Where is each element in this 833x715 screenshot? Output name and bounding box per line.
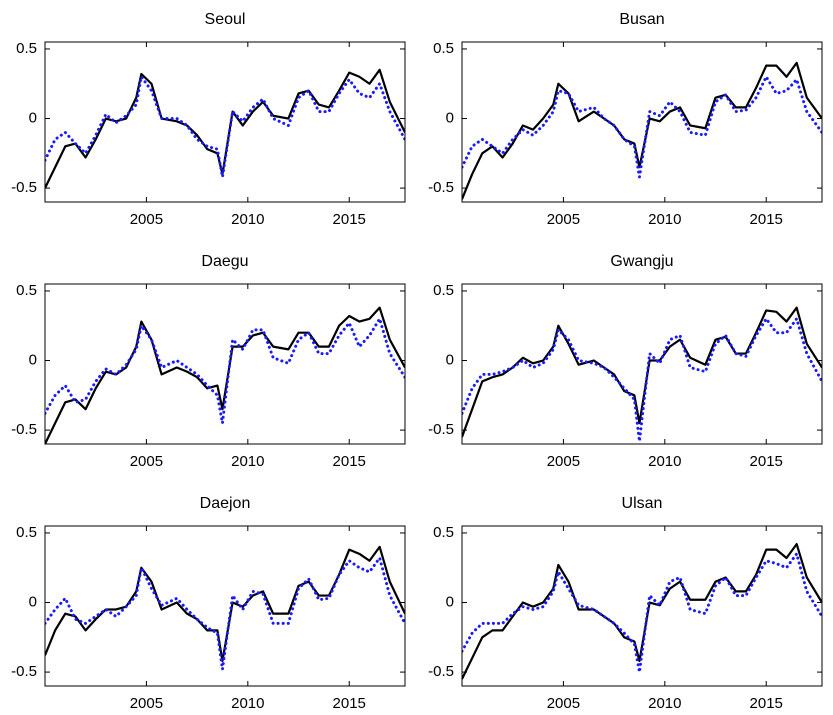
x-tick-label: 2015 xyxy=(333,211,366,228)
y-tick-label: -0.5 xyxy=(428,179,454,196)
y-tick-label: 0 xyxy=(29,109,37,126)
x-tick-label: 2005 xyxy=(547,695,580,712)
x-tick-label: 2005 xyxy=(547,211,580,228)
x-tick-label: 2010 xyxy=(231,211,264,228)
x-tick-label: 2005 xyxy=(547,453,580,470)
y-tick-label: -0.5 xyxy=(11,663,37,680)
series-line xyxy=(462,75,822,179)
panel-title: Busan xyxy=(619,11,664,28)
panel-title: Daejon xyxy=(200,495,251,512)
panel-title: Ulsan xyxy=(622,495,663,512)
x-tick-label: 2015 xyxy=(333,453,366,470)
y-tick-label: 0 xyxy=(29,351,37,368)
series-line xyxy=(45,556,405,671)
y-tick-label: -0.5 xyxy=(11,421,37,438)
y-tick-label: 0.5 xyxy=(433,282,454,299)
x-tick-label: 2010 xyxy=(648,695,681,712)
series-line xyxy=(45,306,405,444)
panel-title: Daegu xyxy=(201,253,248,270)
y-tick-label: -0.5 xyxy=(11,179,37,196)
series-line xyxy=(462,542,822,680)
y-tick-label: -0.5 xyxy=(428,663,454,680)
y-tick-label: 0.5 xyxy=(16,282,37,299)
axes-frame xyxy=(44,525,406,687)
x-tick-label: 2010 xyxy=(231,453,264,470)
x-tick-label: 2005 xyxy=(130,453,163,470)
series-line xyxy=(45,317,405,425)
y-tick-label: 0 xyxy=(29,593,37,610)
x-tick-label: 2015 xyxy=(750,211,783,228)
series-line xyxy=(462,317,822,443)
x-tick-label: 2010 xyxy=(231,695,264,712)
y-tick-label: 0.5 xyxy=(433,40,454,57)
panel-title: Seoul xyxy=(205,11,246,28)
series-line xyxy=(45,75,405,179)
y-tick-label: 0.5 xyxy=(16,524,37,541)
series-line xyxy=(462,306,822,438)
x-tick-label: 2010 xyxy=(648,211,681,228)
y-tick-label: 0 xyxy=(446,109,454,126)
series-line xyxy=(462,552,822,674)
x-tick-label: 2010 xyxy=(648,453,681,470)
y-tick-label: 0.5 xyxy=(16,40,37,57)
x-tick-label: 2005 xyxy=(130,211,163,228)
axes-frame xyxy=(44,41,406,203)
y-tick-label: 0 xyxy=(446,351,454,368)
axes-frame xyxy=(461,525,823,687)
y-tick-label: -0.5 xyxy=(428,421,454,438)
axes-frame xyxy=(461,41,823,203)
x-tick-label: 2015 xyxy=(750,453,783,470)
y-tick-label: 0.5 xyxy=(433,524,454,541)
y-tick-label: 0 xyxy=(446,593,454,610)
axes-frame xyxy=(461,283,823,445)
axes-frame xyxy=(44,283,406,445)
x-tick-label: 2015 xyxy=(333,695,366,712)
x-tick-label: 2005 xyxy=(130,695,163,712)
series-line xyxy=(462,61,822,200)
x-tick-label: 2015 xyxy=(750,695,783,712)
panel-title: Gwangju xyxy=(610,253,673,270)
